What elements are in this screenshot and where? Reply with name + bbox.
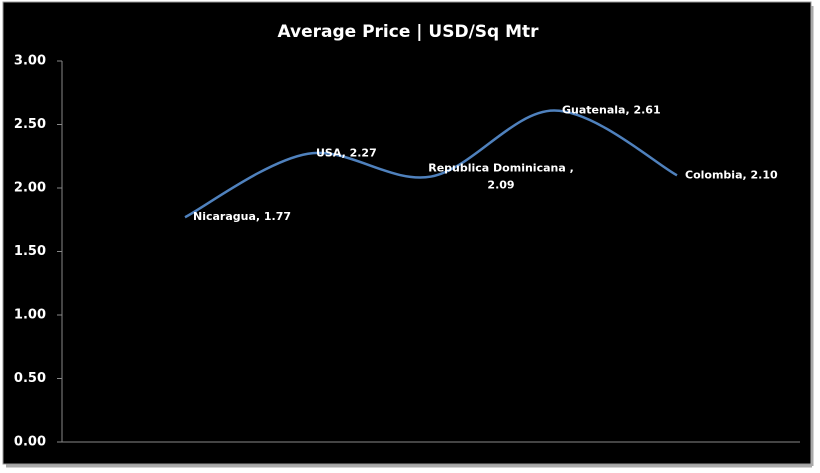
chart-title: Average Price | USD/Sq Mtr <box>277 22 539 42</box>
data-label: Republica Dominicana , 2.09 <box>428 162 574 192</box>
data-label-line: Republica Dominicana , <box>428 162 574 175</box>
y-tick-label: 0.00 <box>14 435 46 450</box>
y-tick-label: 2.00 <box>14 181 46 196</box>
y-tick-label: 1.50 <box>14 244 46 259</box>
y-tick-label: 0.50 <box>14 371 46 386</box>
data-label: Guatenala, 2.61 <box>562 104 661 117</box>
data-label: Colombia, 2.10 <box>685 168 778 181</box>
data-label-line: 2.09 <box>487 179 514 192</box>
line <box>184 109 678 219</box>
data-label: Nicaragua, 1.77 <box>193 210 291 223</box>
y-tick-label: 1.00 <box>14 308 46 323</box>
chart-frame <box>2 1 812 465</box>
data-label: USA, 2.27 <box>316 147 377 160</box>
y-tick-label: 2.50 <box>14 117 46 132</box>
y-tick-label: 3.00 <box>14 54 46 69</box>
